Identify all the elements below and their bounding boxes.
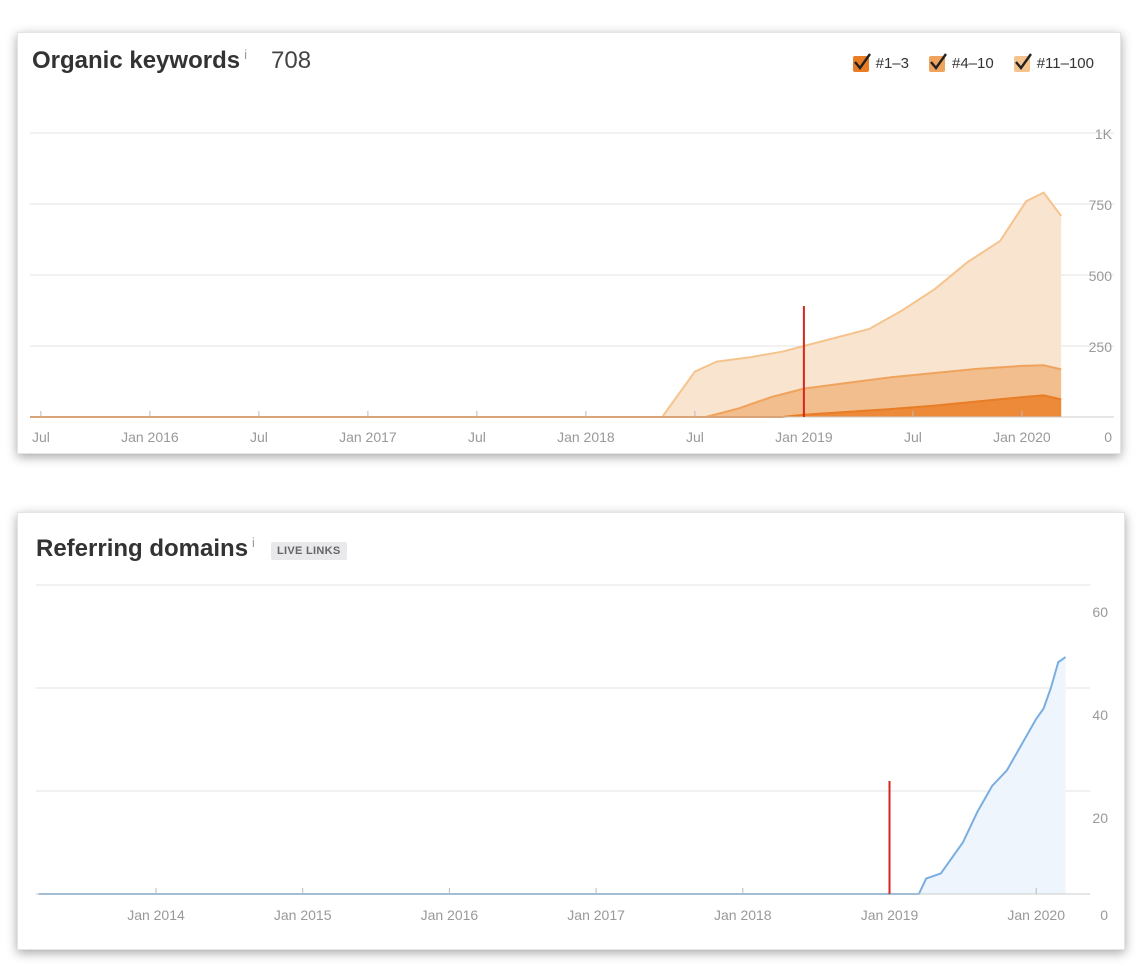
info-icon[interactable]: i <box>244 47 247 62</box>
x-tick-label: Jan 2015 <box>274 907 332 923</box>
x-tick-label: Jul <box>904 429 922 445</box>
y-tick-label: 500 <box>1089 268 1113 284</box>
y-tick-label: 0 <box>1104 429 1112 445</box>
organic-keywords-total: 708 <box>271 47 312 74</box>
series-line <box>30 364 1062 418</box>
x-tick-label: Jul <box>32 429 50 445</box>
organic-keywords-title-text: Organic keywords <box>32 47 241 74</box>
series-area <box>30 395 1062 417</box>
x-tick-label: Jul <box>468 429 486 445</box>
referring-domains-title-text: Referring domains <box>36 535 249 562</box>
referring-domains-title: Referring domains i <box>36 535 255 563</box>
series-line <box>30 191 1062 418</box>
x-tick-label: Jan 2014 <box>127 907 185 923</box>
series-line <box>30 394 1062 418</box>
y-tick-label: 40 <box>1092 707 1108 723</box>
x-tick-label: Jan 2018 <box>714 907 772 923</box>
x-tick-label: Jan 2016 <box>421 907 479 923</box>
x-tick-label: Jul <box>686 429 704 445</box>
x-tick-label: Jan 2019 <box>775 429 833 445</box>
organic-keywords-card: Organic keywords i 708 #1–3 #4–10 #11–100… <box>17 32 1121 454</box>
y-tick-label: 60 <box>1092 604 1108 620</box>
x-tick-label: Jan 2016 <box>121 429 179 445</box>
legend-item-top100[interactable]: #11–100 <box>1013 52 1094 72</box>
legend-label: #11–100 <box>1036 55 1094 72</box>
live-links-badge[interactable]: LIVE LINKS <box>271 542 347 560</box>
x-tick-label: Jul <box>250 429 268 445</box>
legend-item-top10[interactable]: #4–10 <box>928 52 994 72</box>
referring-domains-card: Referring domains i LIVE LINKS 60 40 20 0 Jan… <box>17 512 1125 950</box>
y-tick-label: 750 <box>1089 197 1113 213</box>
x-tick-label: Jan 2020 <box>993 429 1051 445</box>
x-tick-label: Jan 2018 <box>557 429 615 445</box>
legend-label: #4–10 <box>951 55 994 72</box>
legend-item-top3[interactable]: #1–3 <box>852 52 909 72</box>
series-area <box>38 657 1066 894</box>
checkbox-checked-icon[interactable] <box>852 52 871 72</box>
x-tick-label: Jan 2020 <box>1007 907 1065 923</box>
x-tick-label: Jan 2017 <box>339 429 397 445</box>
checkbox-checked-icon[interactable] <box>928 52 947 72</box>
y-tick-label: 0 <box>1100 907 1108 923</box>
y-tick-label: 1K <box>1095 126 1113 142</box>
legend: #1–3 #4–10 #11–100 <box>833 52 1094 72</box>
y-tick-label: 250 <box>1089 339 1113 355</box>
organic-keywords-title: Organic keywords i <box>32 47 247 75</box>
x-tick-label: Jan 2017 <box>567 907 625 923</box>
organic-keywords-chart: 1K 750 500 250 0 Jul Jan 2016 Jul Jan 2017 Jul Jan… <box>30 126 1114 445</box>
referring-domains-chart: 60 40 20 0 Jan 2014 Jan 2015 Jan 2016 Jan 2017 J… <box>36 584 1108 923</box>
checkbox-checked-icon[interactable] <box>1013 52 1032 72</box>
info-icon[interactable]: i <box>252 535 255 550</box>
y-tick-label: 20 <box>1092 810 1108 826</box>
series-line <box>38 656 1067 895</box>
legend-label: #1–3 <box>875 55 909 72</box>
x-tick-label: Jan 2019 <box>861 907 919 923</box>
